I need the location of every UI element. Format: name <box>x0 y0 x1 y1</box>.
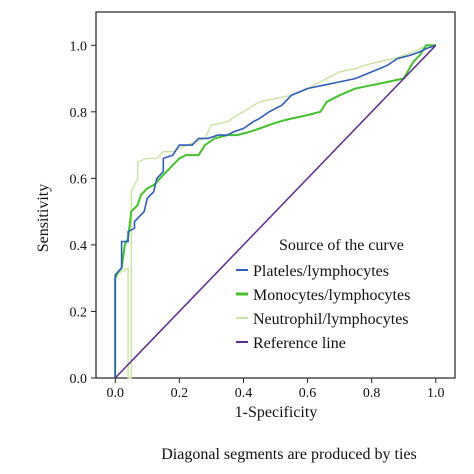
legend-item: Reference line <box>236 335 346 352</box>
x-tick-label: 0.8 <box>363 386 381 401</box>
footnote: Diagonal segments are produced by ties <box>161 446 416 463</box>
x-tick-label: 0.6 <box>299 386 317 401</box>
legend-item: Plateles/lymphocytes <box>236 263 389 280</box>
y-tick-label: 0.6 <box>70 172 88 187</box>
legend-title: Source of the curve <box>279 237 404 254</box>
legend-label: Reference line <box>253 335 346 352</box>
legend-item: Monocytes/lymphocytes <box>236 287 410 304</box>
legend-label: Plateles/lymphocytes <box>253 263 389 280</box>
x-tick-label: 0.0 <box>106 386 124 401</box>
y-tick-label: 0.2 <box>70 305 88 320</box>
legend-item: Neutrophil/lymphocytes <box>236 311 409 328</box>
series-line-neutrophil <box>114 44 436 379</box>
plot-frame <box>95 11 456 379</box>
series-line-monocytes <box>114 44 436 378</box>
y-axis-label: Sensitivity <box>35 184 52 252</box>
x-axis-label: 1-Specificity <box>235 404 318 421</box>
x-tick-label: 1.0 <box>427 386 445 401</box>
series-line-reference-line <box>114 44 437 379</box>
x-tick-label: 0.4 <box>235 386 253 401</box>
y-tick-label: 1.0 <box>70 39 88 54</box>
x-tick-label: 0.2 <box>171 386 189 401</box>
legend-label: Neutrophil/lymphocytes <box>253 311 409 328</box>
series-layer <box>114 44 437 379</box>
ticks-layer: 0.0 0.2 0.4 0.6 0.8 1.0 0.0 0.2 0.4 0.6 0.8 1.0 <box>70 39 445 401</box>
legend-label: Monocytes/lymphocytes <box>253 287 410 304</box>
series-line-plateles <box>114 44 437 378</box>
y-tick-label: 0.0 <box>70 372 88 387</box>
legend: Source of the curve Plateles/lymphocytes… <box>236 237 410 352</box>
y-tick-label: 0.8 <box>70 106 88 121</box>
y-tick-label: 0.4 <box>70 239 88 254</box>
